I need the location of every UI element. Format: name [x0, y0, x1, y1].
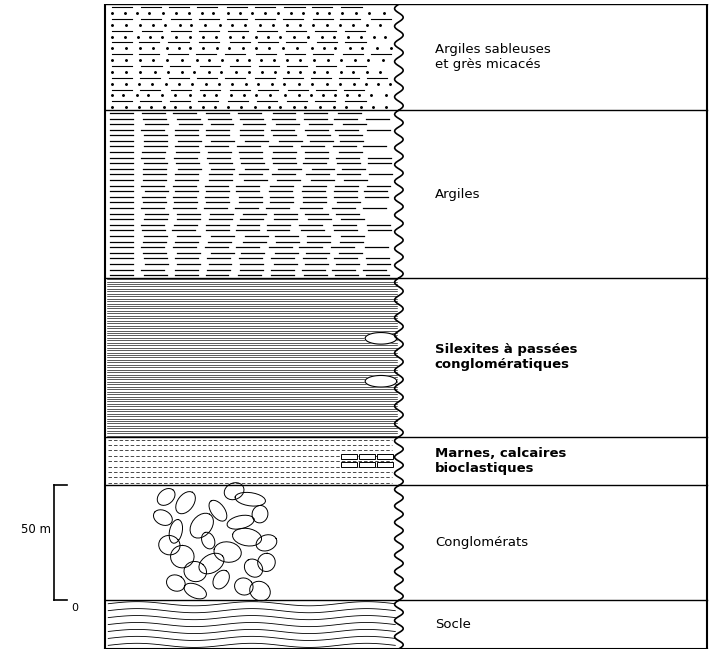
- Polygon shape: [184, 583, 206, 599]
- Polygon shape: [252, 505, 268, 523]
- Text: Socle: Socle: [435, 618, 470, 631]
- Bar: [378, 462, 393, 467]
- Polygon shape: [159, 535, 180, 555]
- Polygon shape: [202, 532, 215, 549]
- Polygon shape: [250, 581, 270, 601]
- Bar: [359, 462, 375, 467]
- Text: 0: 0: [71, 603, 78, 613]
- Polygon shape: [158, 488, 175, 505]
- Text: Argiles sableuses
et grès micacés: Argiles sableuses et grès micacés: [435, 43, 550, 71]
- Polygon shape: [153, 510, 172, 526]
- Polygon shape: [227, 515, 254, 529]
- Polygon shape: [213, 570, 229, 589]
- Text: Marnes, calcaires
bioclastiques: Marnes, calcaires bioclastiques: [435, 447, 566, 475]
- Polygon shape: [169, 520, 182, 543]
- Polygon shape: [190, 513, 213, 538]
- Text: Argiles: Argiles: [435, 187, 481, 200]
- Polygon shape: [234, 578, 253, 595]
- Polygon shape: [235, 492, 266, 506]
- Polygon shape: [184, 562, 207, 582]
- Text: Silexites à passées
conglomératiques: Silexites à passées conglomératiques: [435, 343, 577, 372]
- Polygon shape: [176, 492, 195, 514]
- Polygon shape: [166, 575, 185, 591]
- Polygon shape: [171, 545, 194, 568]
- Polygon shape: [245, 559, 263, 577]
- Bar: [341, 462, 357, 467]
- Polygon shape: [365, 375, 396, 387]
- Polygon shape: [214, 542, 241, 562]
- Text: 50 m: 50 m: [21, 524, 51, 536]
- Polygon shape: [209, 500, 227, 521]
- Bar: [378, 454, 393, 458]
- Bar: [341, 454, 357, 458]
- Polygon shape: [224, 483, 244, 500]
- Polygon shape: [256, 535, 277, 551]
- Bar: [359, 454, 375, 458]
- Polygon shape: [232, 528, 261, 546]
- Polygon shape: [365, 332, 396, 344]
- Text: Conglomérats: Conglomérats: [435, 536, 528, 549]
- Polygon shape: [199, 553, 224, 574]
- Polygon shape: [258, 553, 275, 571]
